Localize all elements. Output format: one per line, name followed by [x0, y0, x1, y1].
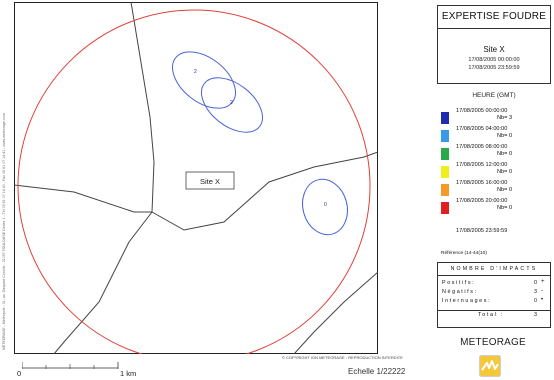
- site-marker[interactable]: [185, 171, 235, 190]
- legend-heading: HEURE (GMT): [472, 92, 516, 99]
- legend-count: Nb= 0: [497, 205, 513, 211]
- impact-total-label: Total :: [478, 312, 504, 318]
- strike-marker[interactable]: 2: [230, 100, 233, 106]
- road-south: [53, 211, 153, 354]
- impact-label: Positifs:: [442, 280, 476, 286]
- strike-marker[interactable]: 2: [194, 69, 197, 75]
- map-canvas[interactable]: 2 2 0 Site X: [14, 2, 378, 354]
- legend-swatch: [441, 184, 449, 196]
- legend-swatch: [441, 130, 449, 142]
- strike-marker[interactable]: 0: [324, 202, 327, 208]
- legend-time: 17/08/2005 04:00:00: [456, 126, 508, 132]
- report-date-end: 17/08/2005 23:59:59: [468, 65, 520, 71]
- scale-start-label: 0: [17, 369, 22, 378]
- site-label: Site X: [200, 177, 220, 186]
- legend-time: 17/08/2005 16:00:00: [456, 180, 508, 186]
- report-date-start: 17/08/2005 00:00:00: [468, 57, 520, 63]
- minus-icon: -: [541, 288, 543, 294]
- legend-count: Nb= 0: [497, 169, 513, 175]
- legend-swatch: [441, 148, 449, 160]
- impact-value: 0: [534, 298, 537, 304]
- legend-item: 17/08/2005 00:00:00 Nb= 3: [441, 108, 551, 126]
- legend-count: Nb= 0: [497, 187, 513, 193]
- plus-icon: +: [541, 279, 545, 285]
- legend-swatch: [441, 166, 449, 178]
- impact-summary: NOMBRE D'IMPACTS Positifs: 0 + Négatifs:…: [437, 262, 551, 328]
- road-east: [151, 151, 378, 231]
- strike-ellipse-1[interactable]: [162, 40, 246, 119]
- legend-item: 17/08/2005 20:00:00 Nb= 0: [441, 198, 551, 216]
- legend-item: 17/08/2005 04:00:00 Nb= 0: [441, 126, 551, 144]
- legend-count: Nb= 0: [497, 151, 513, 157]
- report-title: EXPERTISE FOUDRE: [438, 6, 550, 29]
- impact-row: Positifs: 0 +: [438, 279, 550, 288]
- legend-swatch: [441, 202, 449, 214]
- road-west: [14, 184, 152, 213]
- scale-end-label: 1 km: [120, 369, 137, 378]
- impact-total-value: 3: [534, 312, 537, 318]
- legend-time: 17/08/2005 20:00:00: [456, 198, 508, 204]
- map-side-credit: METEORAGE - Météopole - 31, av. Gaspard …: [2, 113, 6, 350]
- legend-time: 17/08/2005 00:00:00: [456, 108, 508, 114]
- reference-code: Référence (14-44(10): [441, 251, 487, 256]
- report-site: Site X: [483, 45, 505, 54]
- meteorage-logo-icon: [479, 355, 501, 377]
- legend-item: 17/08/2005 08:00:00 Nb= 0: [441, 144, 551, 162]
- strike-ellipse-3[interactable]: [297, 174, 354, 239]
- road-north: [130, 2, 155, 213]
- road-southeast: [293, 271, 378, 354]
- dot-icon: •: [541, 297, 544, 303]
- impact-row: Négatifs: 3 -: [438, 288, 550, 297]
- impact-value: 0: [534, 280, 537, 286]
- legend-count: Nb= 3: [497, 115, 513, 121]
- legend-swatch: [441, 112, 449, 124]
- legend-item: 17/08/2005 16:00:00 Nb= 0: [441, 180, 551, 198]
- survey-circle: [17, 9, 371, 354]
- strike-ellipse-2[interactable]: [191, 67, 272, 143]
- impact-heading: NOMBRE D'IMPACTS: [438, 263, 550, 276]
- brand-name: METEORAGE: [460, 337, 526, 348]
- legend-time: 17/08/2005 08:00:00: [456, 144, 508, 150]
- impact-total-row: Total : 3: [438, 310, 550, 320]
- legend-item: 17/08/2005 12:00:00 Nb= 0: [441, 162, 551, 180]
- legend-time: 17/08/2005 12:00:00: [456, 162, 508, 168]
- road-network: [14, 2, 378, 354]
- report-header: EXPERTISE FOUDRE Site X 17/08/2005 00:00…: [437, 5, 551, 84]
- impact-label: Internuages:: [442, 298, 492, 304]
- legend-end-time: 17/08/2005 23:59:59: [456, 228, 508, 234]
- impact-label: Négatifs:: [442, 289, 478, 295]
- scale-ratio: Echelle 1/22222: [348, 367, 406, 376]
- scale-bar: [22, 362, 119, 369]
- impact-row: Internuages: 0 •: [438, 297, 550, 306]
- map-copyright: © COPYRIGHT IGN METEORAGE - REPRODUCTION…: [282, 355, 403, 360]
- impact-value: 3: [534, 289, 537, 295]
- legend-count: Nb= 0: [497, 133, 513, 139]
